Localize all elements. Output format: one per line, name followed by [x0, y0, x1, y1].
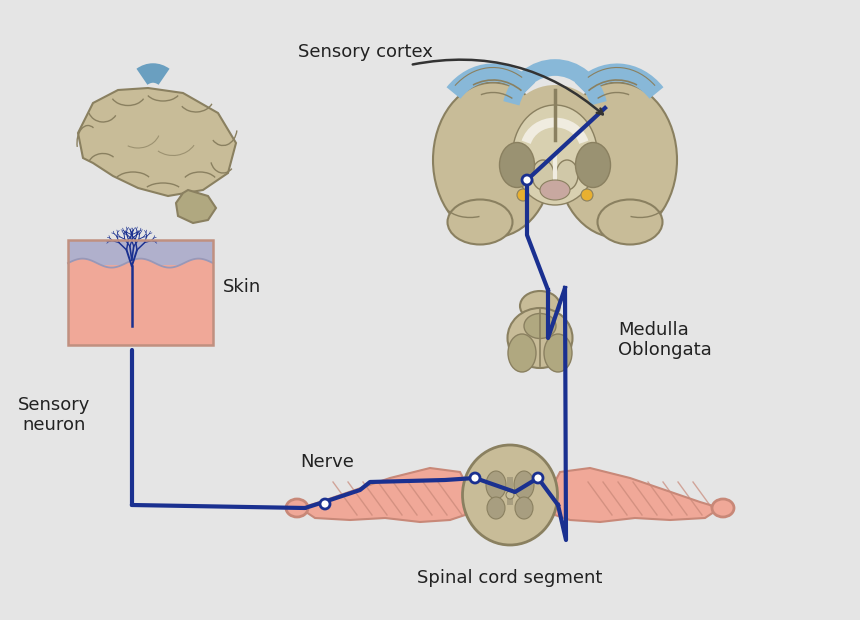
Ellipse shape: [524, 314, 556, 339]
Ellipse shape: [500, 143, 535, 187]
Polygon shape: [176, 190, 216, 223]
Circle shape: [581, 189, 593, 201]
Circle shape: [522, 175, 532, 185]
Ellipse shape: [557, 82, 677, 237]
Ellipse shape: [598, 200, 662, 244]
Ellipse shape: [447, 200, 513, 244]
Text: Sensory
neuron: Sensory neuron: [18, 396, 90, 435]
Ellipse shape: [463, 445, 557, 545]
Text: Skin: Skin: [223, 278, 261, 296]
Ellipse shape: [712, 499, 734, 517]
Ellipse shape: [505, 85, 605, 185]
Circle shape: [533, 473, 543, 483]
Bar: [68, 240, 213, 263]
Text: Spinal cord segment: Spinal cord segment: [417, 569, 603, 587]
Text: Medulla
Oblongata: Medulla Oblongata: [618, 321, 712, 360]
Ellipse shape: [513, 105, 598, 205]
Ellipse shape: [556, 160, 578, 190]
Ellipse shape: [507, 308, 573, 368]
Ellipse shape: [540, 180, 570, 200]
Ellipse shape: [520, 291, 560, 321]
Circle shape: [470, 473, 480, 483]
Ellipse shape: [544, 334, 572, 372]
Ellipse shape: [575, 143, 611, 187]
Circle shape: [320, 499, 330, 509]
Ellipse shape: [506, 491, 514, 499]
Text: Nerve: Nerve: [300, 453, 353, 471]
Ellipse shape: [532, 160, 554, 190]
Circle shape: [517, 189, 529, 201]
Ellipse shape: [487, 497, 505, 519]
Ellipse shape: [508, 334, 536, 372]
Bar: [507, 477, 513, 505]
Bar: [68, 240, 213, 345]
Ellipse shape: [515, 497, 533, 519]
Text: Sensory cortex: Sensory cortex: [298, 43, 433, 61]
Bar: [68, 263, 213, 345]
Ellipse shape: [286, 499, 308, 517]
Ellipse shape: [514, 471, 534, 499]
Polygon shape: [300, 468, 472, 522]
Polygon shape: [548, 468, 720, 522]
Ellipse shape: [433, 82, 553, 237]
Polygon shape: [78, 88, 236, 196]
Ellipse shape: [486, 471, 506, 499]
